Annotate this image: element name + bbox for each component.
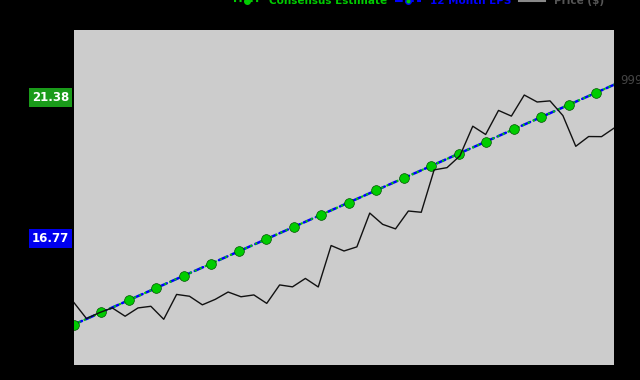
Legend: Consensus Estimate, 12 Month EPS, Price ($): Consensus Estimate, 12 Month EPS, Price …	[230, 0, 608, 11]
Text: 999.04: 999.04	[620, 74, 640, 87]
Text: 21.38: 21.38	[32, 91, 69, 104]
Text: 16.77: 16.77	[32, 232, 69, 245]
